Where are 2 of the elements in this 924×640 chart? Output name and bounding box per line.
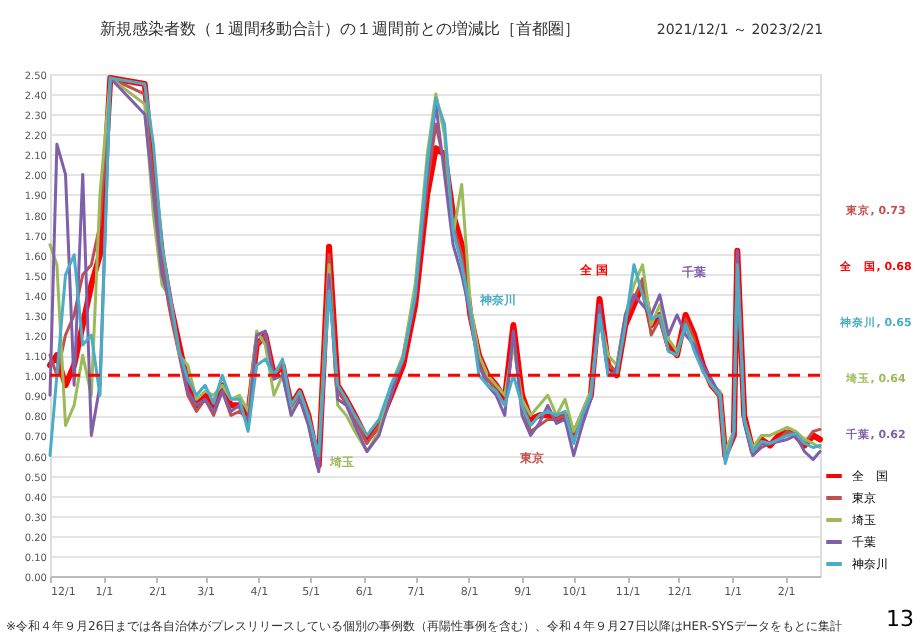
chart-title: 新規感染者数（１週間移動合計）の１週間前との増減比［首都圏］ [100,20,580,38]
text: 13 [886,606,914,632]
